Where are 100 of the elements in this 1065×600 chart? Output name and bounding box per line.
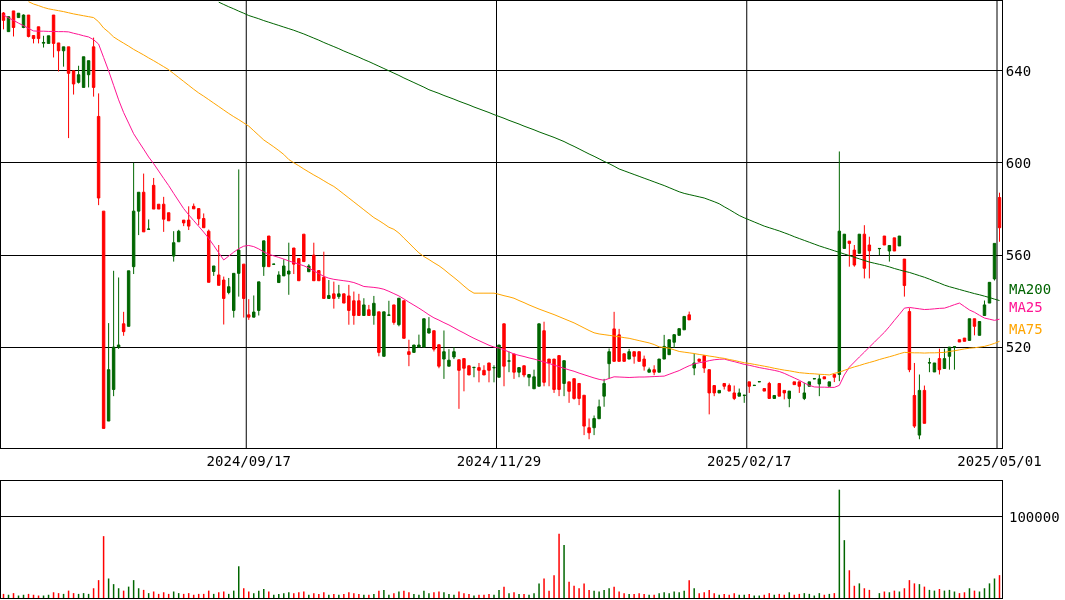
candlestick bbox=[201, 212, 206, 229]
candlestick bbox=[452, 346, 456, 360]
candlestick bbox=[892, 237, 897, 252]
candlestick bbox=[397, 297, 401, 327]
candlestick bbox=[176, 229, 181, 243]
candlestick bbox=[877, 247, 882, 256]
candlestick bbox=[41, 35, 46, 49]
candlestick bbox=[262, 240, 266, 277]
candlestick bbox=[607, 347, 611, 380]
candlestick bbox=[957, 339, 962, 343]
candlestick bbox=[717, 389, 721, 394]
candlestick bbox=[517, 367, 521, 378]
y-tick-label: 560 bbox=[1005, 247, 1032, 264]
candlestick bbox=[392, 304, 396, 326]
candlestick bbox=[362, 297, 366, 317]
x-tick-label: 2025/02/17 bbox=[707, 452, 792, 469]
candlestick bbox=[887, 244, 892, 263]
candlestick bbox=[257, 281, 261, 317]
candlestick bbox=[882, 235, 887, 246]
candlestick bbox=[562, 360, 566, 397]
candlestick bbox=[337, 284, 341, 300]
candlestick bbox=[952, 346, 957, 371]
candlestick bbox=[962, 337, 967, 342]
candlestick bbox=[121, 311, 126, 337]
candlestick bbox=[772, 394, 776, 399]
candlestick bbox=[332, 281, 336, 310]
candlestick bbox=[972, 318, 977, 336]
candlestick bbox=[502, 323, 506, 387]
candlestick bbox=[627, 348, 631, 360]
candlestick bbox=[687, 311, 691, 321]
series-label: MA75 bbox=[1009, 321, 1043, 337]
candlestick bbox=[912, 362, 917, 429]
candlestick bbox=[997, 192, 1002, 243]
y-tick-label: 600 bbox=[1005, 154, 1032, 171]
candlestick bbox=[402, 300, 406, 339]
candlestick bbox=[141, 173, 146, 233]
candlestick bbox=[111, 270, 116, 397]
candlestick bbox=[211, 265, 216, 277]
candlestick bbox=[652, 364, 656, 376]
candlestick bbox=[247, 298, 251, 321]
candlestick bbox=[327, 279, 331, 299]
candlestick bbox=[752, 384, 756, 387]
candlestick bbox=[647, 367, 651, 373]
candlestick bbox=[747, 381, 751, 394]
candlestick bbox=[732, 385, 736, 401]
candlestick bbox=[917, 374, 922, 440]
candlestick bbox=[242, 263, 246, 319]
candlestick bbox=[61, 46, 66, 68]
candlestick bbox=[51, 14, 56, 58]
candlestick bbox=[267, 235, 271, 268]
candlestick bbox=[76, 65, 81, 84]
text: 100000 bbox=[1009, 509, 1060, 525]
candlestick bbox=[507, 351, 511, 373]
candlestick bbox=[126, 270, 131, 327]
candlestick bbox=[587, 418, 591, 440]
candlestick bbox=[171, 230, 176, 263]
candlestick bbox=[407, 339, 411, 367]
candlestick bbox=[932, 362, 937, 373]
candlestick bbox=[822, 376, 827, 380]
candlestick bbox=[1, 11, 6, 30]
candlestick bbox=[367, 304, 371, 317]
candlestick bbox=[206, 229, 211, 283]
candlestick bbox=[897, 235, 902, 247]
x-tick-label: 2024/11/29 bbox=[456, 452, 542, 469]
candlestick bbox=[787, 390, 792, 408]
candlestick bbox=[942, 348, 947, 370]
candlestick bbox=[862, 224, 867, 279]
candlestick bbox=[106, 322, 111, 422]
candlestick bbox=[377, 311, 381, 357]
candlestick bbox=[827, 381, 832, 387]
candlestick bbox=[31, 34, 36, 44]
candlestick bbox=[512, 353, 516, 380]
candlestick bbox=[802, 382, 807, 401]
candlestick bbox=[91, 37, 96, 98]
candlestick bbox=[252, 294, 256, 318]
candlestick bbox=[46, 35, 51, 44]
candlestick bbox=[447, 348, 451, 367]
candlestick bbox=[116, 276, 121, 350]
series-label: MA25 bbox=[1009, 299, 1043, 315]
candlestick bbox=[927, 357, 932, 373]
candlestick bbox=[982, 300, 987, 317]
candlestick bbox=[472, 366, 476, 378]
candlestick bbox=[56, 42, 61, 73]
candlestick bbox=[832, 374, 837, 383]
candlestick bbox=[602, 378, 606, 408]
candlestick bbox=[96, 92, 101, 206]
candlestick bbox=[186, 205, 191, 231]
y-tick-label: 520 bbox=[1005, 339, 1032, 356]
candlestick bbox=[902, 258, 907, 298]
y-tick-label: 640 bbox=[1005, 62, 1032, 79]
candlestick bbox=[692, 353, 696, 376]
candlestick bbox=[66, 46, 71, 139]
candlestick bbox=[857, 233, 862, 254]
candlestick bbox=[847, 240, 852, 268]
x-tick-label: 2024/09/17 bbox=[206, 452, 291, 469]
candlestick bbox=[86, 60, 91, 88]
candlestick bbox=[947, 346, 952, 371]
candlestick bbox=[372, 295, 376, 326]
candlestick bbox=[522, 365, 526, 378]
x-tick-label: 2025/05/01 bbox=[957, 452, 1042, 469]
